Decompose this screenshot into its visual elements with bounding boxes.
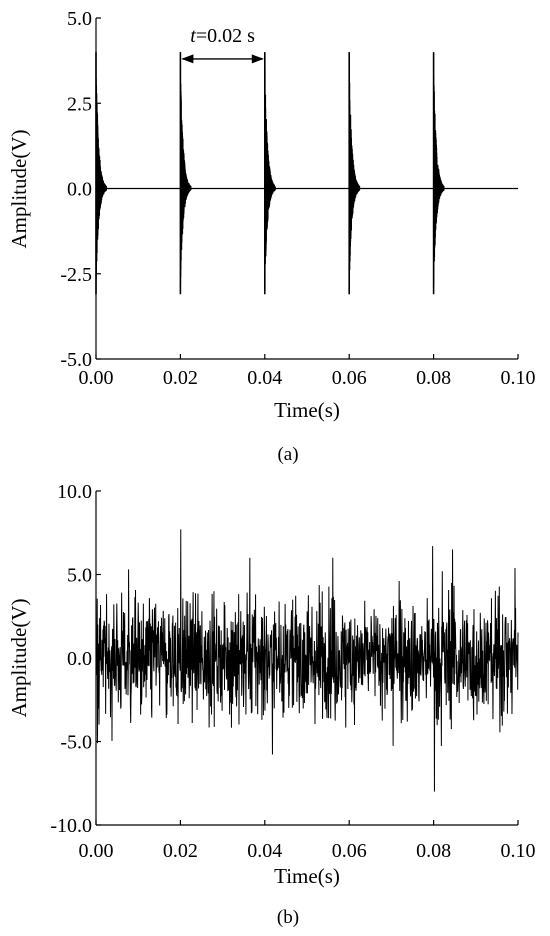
signal-a (95, 52, 518, 295)
chart-panel-a: 5.0 2.5 0.0 -2.5 -5.00.00 0.02 0.04 0.06 0.08 0.1… (7, 8, 536, 465)
panel-label-a: (a) (277, 444, 298, 465)
y-tick-label-a: -5.0 (60, 349, 92, 371)
impulse-2 (179, 52, 192, 295)
x-tick-label-a: 0.02 (163, 367, 198, 389)
x-tick-label-b: 0.02 (163, 840, 198, 862)
period-annotation-value: =0.02 s (196, 25, 255, 47)
x-tick-label-b: 0.04 (247, 840, 282, 862)
y-tick-label-b: 5.0 (67, 565, 92, 587)
x-tick-label-a: 0.06 (332, 367, 367, 389)
x-tick-label-b: 0.06 (332, 840, 367, 862)
signal-b (95, 529, 519, 792)
y-tick-label-a: 2.5 (67, 93, 92, 115)
x-tick-label-a: 0.08 (416, 367, 451, 389)
x-tick-label-a: 0.10 (501, 367, 536, 389)
y-tick-label-a: 5.0 (67, 8, 92, 30)
y-tick-label-a: 0.0 (67, 179, 92, 201)
x-tick-label-b: 0.08 (416, 840, 451, 862)
axes-b: 10.0 5.0 0.0 -5.0 -10.0 0.00 0.02 0.04 0.06 0.08 0… (50, 481, 535, 862)
impulse-1 (95, 52, 107, 295)
y-tick-label-b: -10.0 (50, 815, 92, 837)
impulse-5 (432, 52, 445, 295)
impulse-3 (263, 52, 276, 295)
y-tick-label-b: -5.0 (60, 732, 92, 754)
y-tick-label-b: 10.0 (57, 481, 92, 503)
x-tick-label-a: 0.04 (247, 367, 282, 389)
y-axis-title-a: Amplitude(V) (7, 130, 31, 249)
noise-signal-trace (95, 529, 519, 792)
period-arrow-left-head (181, 54, 194, 64)
y-tick-label-a: -2.5 (60, 264, 92, 286)
panel-label-b: (b) (277, 907, 299, 928)
x-axis-title-b: Time(s) (274, 864, 340, 888)
y-axis-title-b: Amplitude(V) (7, 599, 31, 718)
period-annotation-label: t=0.02 s (190, 25, 255, 47)
period-arrow-right-head (251, 54, 264, 64)
x-tick-label-b: 0.00 (79, 840, 114, 862)
axes-a: 5.0 2.5 0.0 -2.5 -5.00.00 0.02 0.04 0.06 0.08 0.1… (60, 8, 535, 389)
x-axis-title-a: Time(s) (274, 398, 340, 422)
chart-panel-b: 10.0 5.0 0.0 -5.0 -10.0 0.00 0.02 0.04 0.06 0.08 0… (7, 481, 536, 928)
y-tick-label-b: 0.0 (67, 648, 92, 670)
impulse-4 (348, 52, 361, 295)
period-annotation-variable: t (190, 25, 196, 47)
x-tick-label-b: 0.10 (501, 840, 536, 862)
period-annotation: t=0.02 s (181, 25, 264, 64)
x-tick-label-a: 0.00 (79, 367, 114, 389)
